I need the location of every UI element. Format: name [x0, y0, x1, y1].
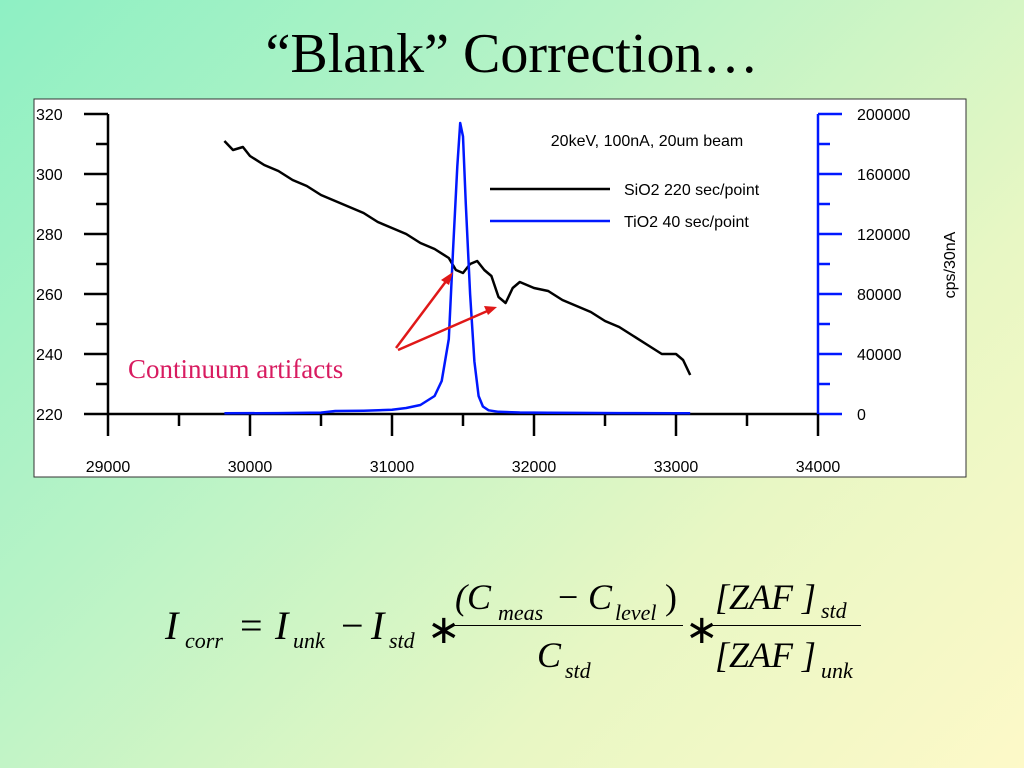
- y-left-tick-label: 220: [36, 407, 63, 424]
- formula-zaf-bot: [ZAF ]: [715, 635, 817, 675]
- formula-num-open: (C: [455, 577, 491, 617]
- x-tick-label: 33000: [654, 459, 699, 476]
- y-left-tick-label: 320: [36, 107, 63, 124]
- y-right-tick-label: 0: [857, 407, 866, 424]
- formula-num-c2: C: [588, 577, 613, 617]
- formula-zaf-top: [ZAF ]: [715, 577, 817, 617]
- y-right-tick-label: 40000: [857, 347, 902, 364]
- series-line-sio2: [223, 140, 692, 376]
- y-right-tick-label: 120000: [857, 227, 910, 244]
- series-layer: [223, 121, 692, 415]
- plot-background: [33, 98, 967, 478]
- y-left-tick-label: 260: [36, 287, 63, 304]
- x-tick-label: 30000: [228, 459, 273, 476]
- formula-fraction-bar-1: [453, 625, 683, 626]
- arrow-2: [397, 307, 493, 352]
- formula-num-minus: −: [558, 577, 579, 617]
- y-right-tick-label: 200000: [857, 107, 910, 124]
- formula-den-sub: std: [565, 658, 591, 683]
- x-tick-label: 29000: [86, 459, 131, 476]
- chart-title: 20keV, 100nA, 20um beam: [551, 133, 743, 150]
- formula-zaf-top-sub: std: [821, 598, 847, 623]
- arrow-2-head: [484, 306, 497, 315]
- formula-den-c: C: [537, 635, 562, 675]
- legend-label-sio2: SiO2 220 sec/point: [624, 182, 760, 199]
- formula-istd: I: [371, 603, 385, 648]
- formula-equals: =: [240, 603, 263, 648]
- formula-num-meas-sub: meas: [498, 600, 544, 625]
- formula-iunk-sub: unk: [293, 628, 325, 653]
- formula-zaf-bot-sub: unk: [821, 658, 853, 683]
- x-tick-label: 34000: [796, 459, 841, 476]
- formula-num-level-sub: level: [615, 600, 657, 625]
- y-right-tick-label: 80000: [857, 287, 902, 304]
- right-axis-label: cps/30nA: [942, 231, 959, 298]
- slide-title: “Blank” Correction…: [265, 23, 759, 85]
- y-left-tick-label: 300: [36, 167, 63, 184]
- legend-label-tio2: TiO2 40 sec/point: [624, 214, 749, 231]
- y-right-tick-label: 160000: [857, 167, 910, 184]
- formula-fraction-bar-2: [713, 625, 861, 626]
- series-line-tio2: [224, 121, 691, 415]
- annotation-text: Continuum artifacts: [128, 354, 343, 384]
- x-tick-label: 32000: [512, 459, 557, 476]
- formula-minus: −: [341, 603, 364, 648]
- y-left-tick-label: 240: [36, 347, 63, 364]
- arrow-1-head: [441, 272, 453, 285]
- formula-icorr-sub: corr: [185, 628, 223, 653]
- arrow-1: [395, 275, 451, 349]
- formula-num-close: ): [665, 577, 677, 617]
- correction-formula: I corr = I unk − I std ∗ (C meas − C lev…: [165, 577, 885, 690]
- legend: SiO2 220 sec/point TiO2 40 sec/point: [490, 182, 760, 231]
- formula-iunk: I: [275, 603, 289, 648]
- formula-icorr: I: [165, 603, 179, 648]
- annotation-arrows: [395, 272, 497, 352]
- formula-times-1: ∗: [427, 607, 461, 652]
- formula-times-2: ∗: [685, 607, 719, 652]
- y-left-tick-label: 280: [36, 227, 63, 244]
- x-tick-label: 31000: [370, 459, 415, 476]
- formula-istd-sub: std: [389, 628, 415, 653]
